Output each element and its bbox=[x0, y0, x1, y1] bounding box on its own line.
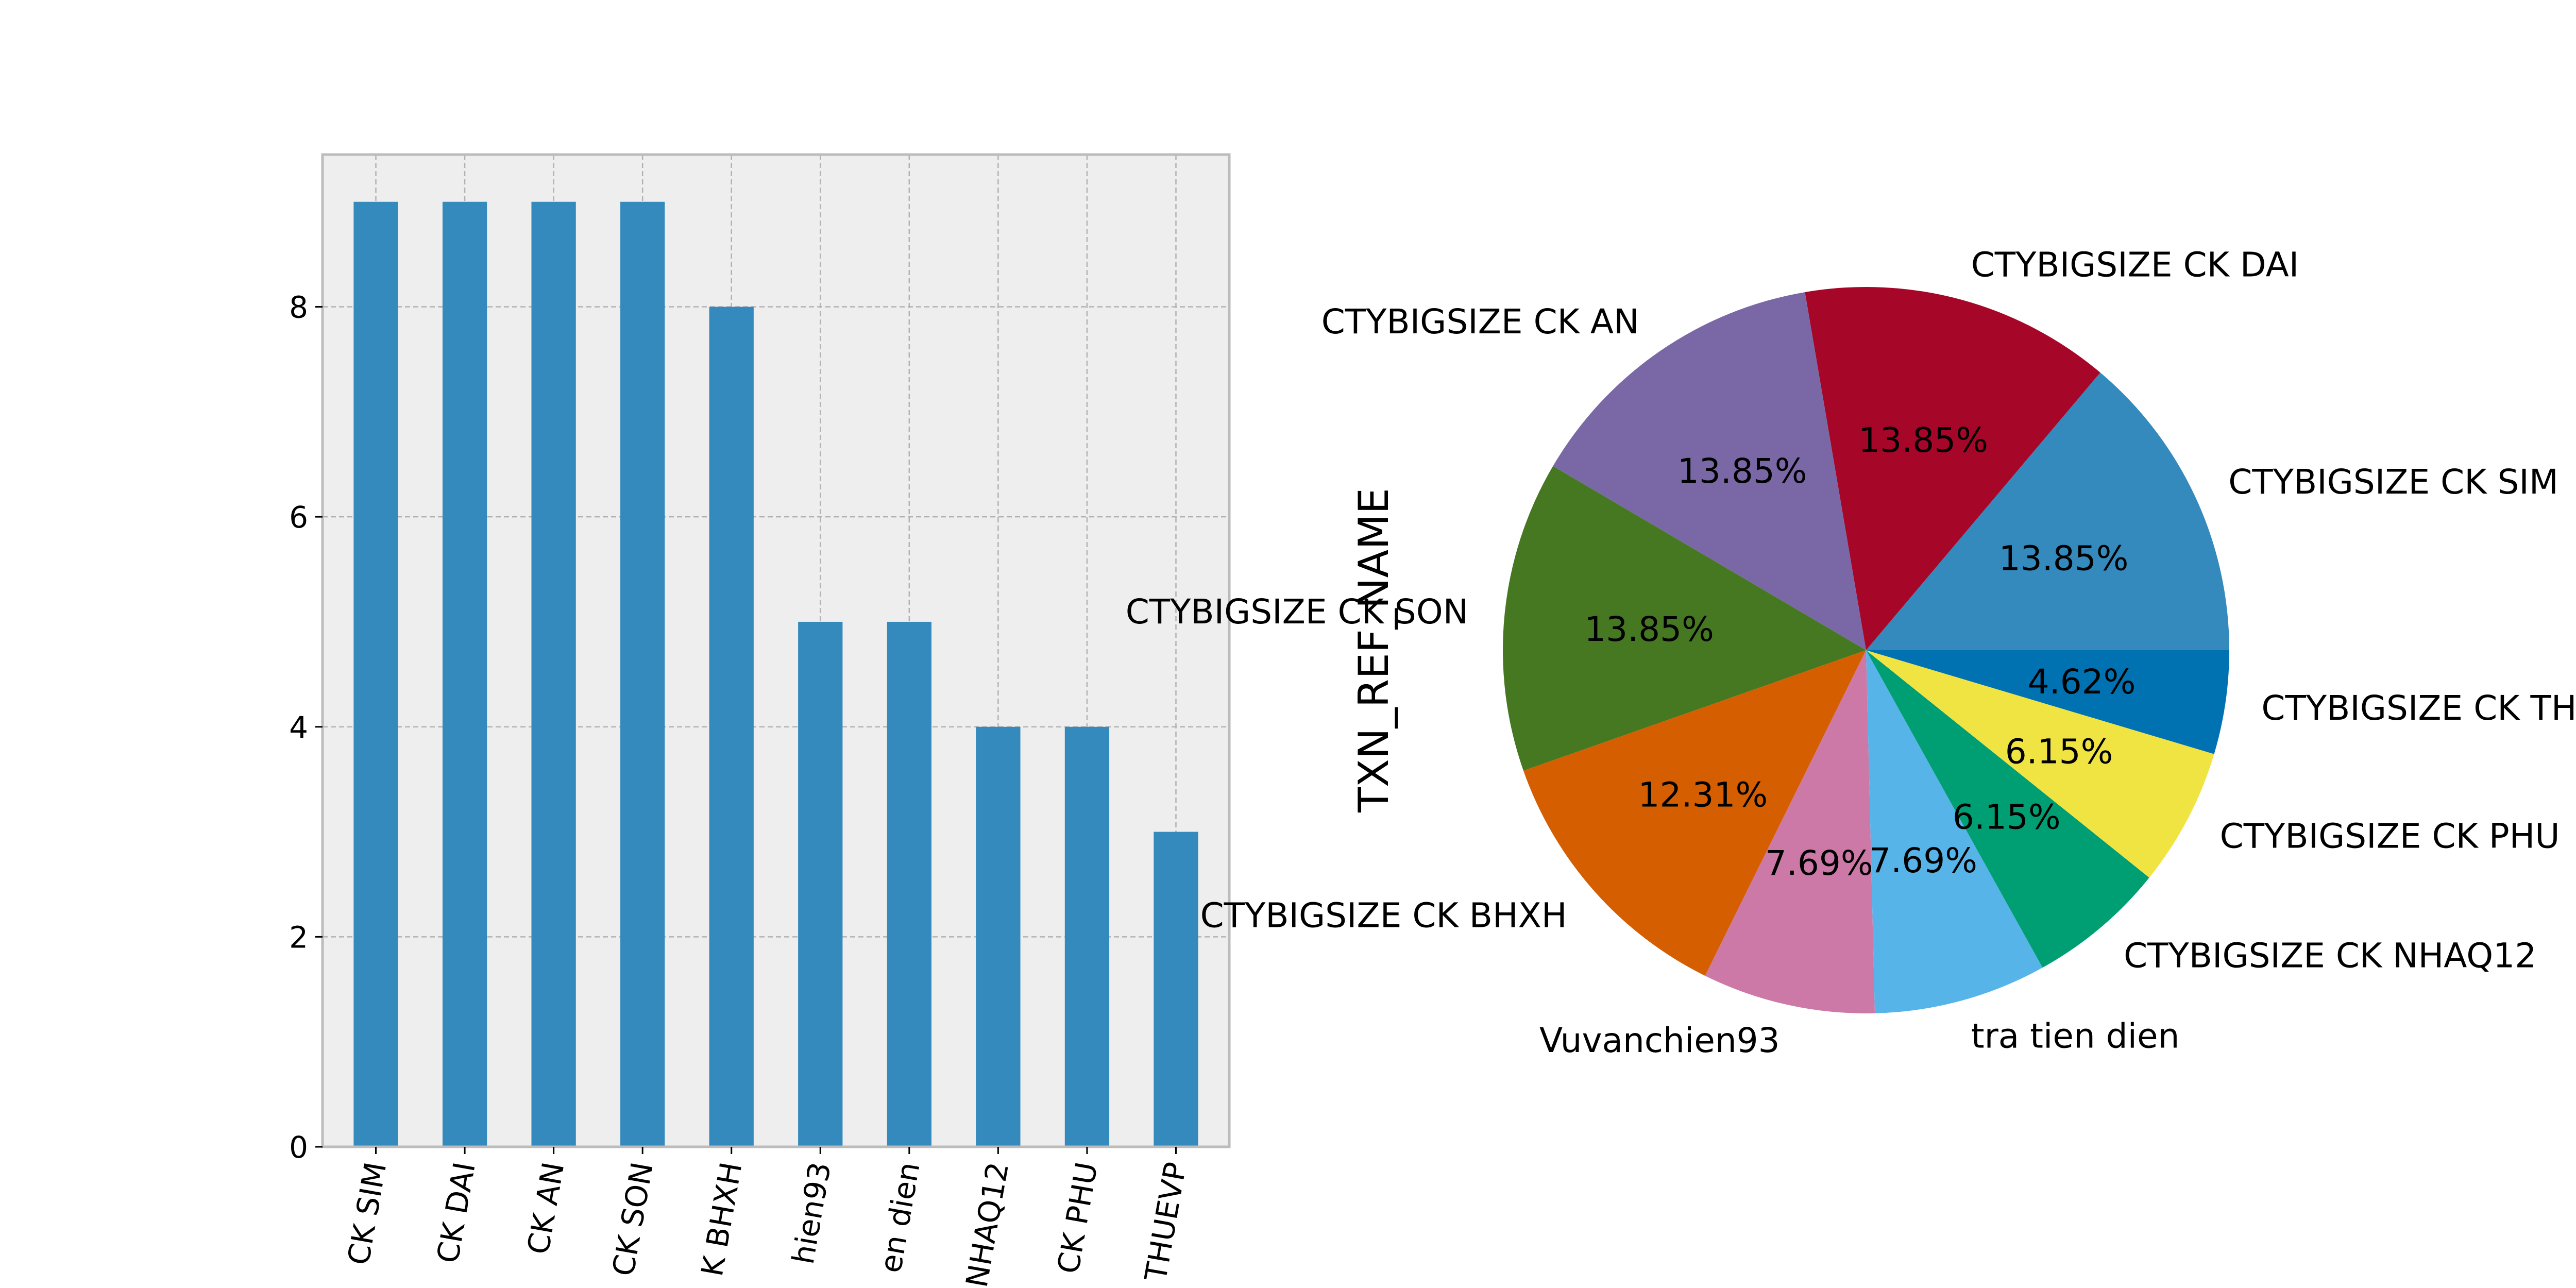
pie-slice bbox=[1866, 650, 2229, 754]
bar-x-tick-label: K BHXH bbox=[694, 1160, 749, 1279]
pie-chart: 13.85% 13.85% 13.85% 13.85% 12.31% 7.69%7.69%… bbox=[1126, 245, 2576, 1060]
bar bbox=[976, 726, 1021, 1147]
pie-slice bbox=[1866, 650, 2043, 1013]
bar-series bbox=[353, 201, 1198, 1147]
pie-percent-label: 13.85% bbox=[1999, 539, 2129, 579]
pie-slice bbox=[1866, 650, 2149, 968]
bar bbox=[798, 621, 843, 1147]
pie-slice-label: CTYBIGSIZE CK AN bbox=[1321, 302, 1639, 342]
pie-slice-label: CTYBIGSIZE CK BHXH bbox=[1200, 895, 1567, 935]
bar bbox=[887, 621, 931, 1147]
pie-slice bbox=[1502, 466, 1866, 771]
bar-x-tick-label: THUEVP bbox=[1138, 1160, 1194, 1284]
pie-percent-label: 13.85% bbox=[1677, 451, 1807, 491]
bar-plot-frame bbox=[321, 153, 1231, 1148]
bar-chart: 0 2 4 6 8 CK SIM CK DAI CK AN CK SON K BHXH hien9… bbox=[289, 153, 1231, 1288]
pie-slice bbox=[1866, 650, 2214, 878]
bar-x-tick-label: NHAQ12 bbox=[959, 1160, 1016, 1288]
bar bbox=[353, 201, 398, 1147]
bar-x-tick-label: CK DAI bbox=[430, 1160, 482, 1266]
pie-slice bbox=[1523, 650, 1866, 976]
pie-slice-label: CTYBIGSIZE CK SON bbox=[1126, 592, 1468, 632]
bar-x-tick-label: CK AN bbox=[520, 1160, 571, 1257]
pie-percent-label: 6.15% bbox=[2005, 732, 2113, 772]
bar-y-tick-label: 4 bbox=[289, 710, 308, 745]
pie-percent-label: 13.85% bbox=[1858, 420, 1988, 460]
pie-percent-label: 13.85% bbox=[1584, 609, 1714, 649]
bar bbox=[620, 201, 665, 1147]
pie-slice bbox=[1705, 650, 1875, 1014]
bar-y-tick-label: 6 bbox=[289, 500, 308, 535]
pie-slice bbox=[1866, 372, 2229, 650]
bar-y-tick-label: 8 bbox=[289, 290, 308, 325]
bar-x-tick-label: en dien bbox=[873, 1160, 927, 1276]
pie-slice-label: CTYBIGSIZE CK DAI bbox=[1971, 245, 2299, 285]
bar-x-tick-label: hien93 bbox=[786, 1160, 838, 1267]
pie-y-axis-label: TXN_REF_NAME bbox=[1350, 488, 1398, 813]
pie-slice bbox=[1805, 287, 2100, 650]
pie-slice bbox=[1553, 292, 1866, 650]
pie-percent-label: 4.62% bbox=[2028, 662, 2136, 702]
pie-percent-label: 7.69% bbox=[1869, 841, 1977, 880]
pie-slice-labels: CTYBIGSIZE CK SIM CTYBIGSIZE CK DAI CTYBIG… bbox=[1126, 245, 2576, 1060]
pie-percent-label: 12.31% bbox=[1638, 775, 1768, 815]
bar-y-tick-label: 2 bbox=[289, 920, 308, 955]
pie-slice-label: CTYBIGSIZE CK SIM bbox=[2228, 462, 2558, 502]
bar bbox=[531, 201, 576, 1147]
bar-x-axis: CK SIM CK DAI CK AN CK SON K BHXH hien93 en di… bbox=[341, 1147, 1193, 1288]
bar-x-tick-label: CK PHU bbox=[1050, 1160, 1105, 1277]
pie-percent-labels: 13.85% 13.85% 13.85% 13.85% 12.31% 7.69%7.69%… bbox=[1584, 420, 2136, 883]
bar-y-axis: 0 2 4 6 8 bbox=[289, 290, 323, 1165]
bar bbox=[1154, 832, 1198, 1147]
bar bbox=[442, 201, 487, 1147]
pie-slice-label: tra tien dien bbox=[1971, 1016, 2180, 1056]
bar-x-tick-label: CK SIM bbox=[341, 1160, 393, 1268]
bar-x-tick-label: CK SON bbox=[605, 1160, 660, 1279]
bar bbox=[709, 307, 754, 1147]
pie-slice-label: CTYBIGSIZE CK PHU bbox=[2220, 816, 2560, 856]
pie-slice-label: CTYBIGSIZE CK THUEVP bbox=[2261, 688, 2576, 728]
pie-percent-label: 7.69% bbox=[1765, 843, 1873, 883]
pie-slices bbox=[1502, 287, 2229, 1014]
bar bbox=[1064, 726, 1110, 1147]
bar-y-tick-label: 0 bbox=[289, 1130, 308, 1165]
pie-slice-label: Vuvanchien93 bbox=[1539, 1021, 1780, 1060]
pie-percent-label: 6.15% bbox=[1953, 797, 2061, 837]
pie-slice-label: CTYBIGSIZE CK NHAQ12 bbox=[2124, 936, 2536, 976]
